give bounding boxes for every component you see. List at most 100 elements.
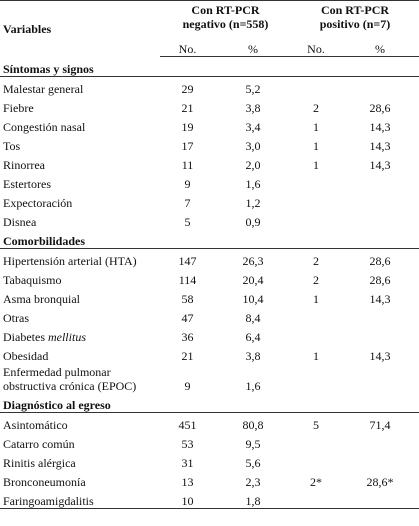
- cell: 7: [184, 195, 191, 210]
- cell: 2,0: [245, 157, 261, 172]
- cell: 14,3: [369, 119, 391, 134]
- data-row: Faringoamigdalitis 10 1,8: [0, 488, 419, 509]
- cell: 1,8: [215, 488, 292, 509]
- label-text: Otras: [3, 310, 29, 325]
- cell: 451: [178, 417, 197, 432]
- cell: 3,0: [245, 138, 261, 153]
- row-label: Tos: [0, 134, 160, 153]
- row-label: Asma bronquial: [0, 287, 160, 306]
- results-table: Variables Con RT-PCR negativo (n=558) Co…: [0, 0, 419, 509]
- cell: 3,8: [245, 100, 261, 115]
- section-row: Comorbilidades: [0, 228, 419, 249]
- cell: 1: [313, 348, 320, 363]
- row-label: Diabetes mellitus: [0, 325, 160, 344]
- row-label: Obesidad: [0, 344, 160, 363]
- header-variables: Variables: [0, 0, 160, 56]
- row-label: Bronconeumonía: [0, 470, 160, 489]
- cell: [291, 432, 341, 451]
- cell: [291, 210, 341, 229]
- cell: 58: [181, 291, 194, 306]
- cell: 9: [184, 176, 191, 191]
- data-row: Bronconeumonía 13 2,3 2* 28,6*: [0, 470, 419, 489]
- cell: 20,4: [242, 272, 264, 287]
- cell: [291, 191, 341, 210]
- cell: 147: [178, 253, 197, 268]
- row-label: Otras: [0, 306, 160, 325]
- label-text: Malestar general: [3, 81, 84, 96]
- cell: 28,6: [369, 100, 391, 115]
- section-title: Comorbilidades: [0, 228, 419, 249]
- label-text: Tos: [3, 138, 21, 153]
- section-row: Diagnóstico al egreso: [0, 392, 419, 413]
- cell: [291, 325, 341, 344]
- label-text: Tabaquismo: [3, 272, 62, 287]
- label-text: Enfermedad pulmonar obstructiva crónica …: [3, 364, 137, 393]
- data-row: Obesidad 21 3,8 1 14,3: [0, 344, 419, 363]
- cell: 14,3: [369, 157, 391, 172]
- col-header: %: [215, 36, 292, 57]
- data-row: Rinitis alérgica 31 5,6: [0, 451, 419, 470]
- label-text: Estertores: [3, 176, 51, 191]
- cell: [341, 76, 419, 96]
- data-row: Catarro común 53 9,5: [0, 432, 419, 451]
- cell: [341, 191, 419, 210]
- data-row: Fiebre 21 3,8 2 28,6: [0, 96, 419, 115]
- header-group: Con RT-PCR negativo (n=558): [160, 0, 292, 37]
- data-row: Estertores 9 1,6: [0, 172, 419, 191]
- cell: 2: [313, 100, 320, 115]
- row-label: Disnea: [0, 210, 160, 229]
- data-row: Asintomático 451 80,8 5 71,4: [0, 412, 419, 432]
- data-row: Hipertensión arterial (HTA) 147 26,3 2 28,6: [0, 248, 419, 268]
- label-text: Congestión nasal: [3, 119, 86, 134]
- col-header: No.: [291, 36, 342, 57]
- cell: 6,4: [245, 329, 261, 344]
- cell: 9,5: [245, 436, 261, 451]
- cell: 19: [181, 119, 194, 134]
- row-label: Malestar general: [0, 76, 160, 96]
- cell: [291, 488, 342, 509]
- cell: 3,8: [245, 348, 261, 363]
- cell: 1: [313, 138, 320, 153]
- cell: 13: [181, 474, 194, 489]
- cell: 28,6: [369, 272, 391, 287]
- cell: 28,6*: [366, 474, 394, 489]
- cell: 14,3: [369, 291, 391, 306]
- cell: 10: [160, 488, 215, 509]
- section-title: Diagnóstico al egreso: [0, 392, 419, 413]
- cell: 14,3: [369, 348, 391, 363]
- data-row: Diabetes mellitus 36 6,4: [0, 325, 419, 344]
- cell: 1: [313, 291, 320, 306]
- cell: [341, 432, 419, 451]
- row-label: Rinorrea: [0, 153, 160, 172]
- cell: 28,6: [369, 253, 391, 268]
- data-row: Tos 17 3,0 1 14,3: [0, 134, 419, 153]
- row-label: Estertores: [0, 172, 160, 191]
- cell: 14,3: [369, 138, 391, 153]
- section-row: Síntomas y signos: [0, 56, 419, 77]
- cell: [341, 210, 419, 229]
- cell: 47: [181, 310, 194, 325]
- cell: 9: [184, 378, 191, 393]
- cell: [291, 451, 341, 470]
- cell: 21: [181, 100, 194, 115]
- cell: [341, 363, 419, 393]
- cell: 5,6: [245, 455, 261, 470]
- cell: [291, 363, 341, 393]
- cell: 1,2: [245, 195, 261, 210]
- row-label: Rinitis alérgica: [0, 451, 160, 470]
- label-text: Obesidad: [3, 348, 49, 363]
- cell: [341, 172, 419, 191]
- col-header: %: [341, 36, 419, 57]
- cell: 36: [181, 329, 194, 344]
- row-label: Fiebre: [0, 96, 160, 115]
- cell: 71,4: [369, 417, 391, 432]
- data-row: Tabaquismo 114 20,4 2 28,6: [0, 268, 419, 287]
- cell: 5,2: [245, 81, 261, 96]
- label-text: Hipertensión arterial (HTA): [3, 253, 137, 268]
- label-text: Catarro común: [3, 436, 75, 451]
- data-row: Asma bronquial 58 10,4 1 14,3: [0, 287, 419, 306]
- label-text: Faringoamigdalitis: [3, 493, 94, 508]
- col-header: No.: [160, 36, 215, 57]
- cell: 1: [313, 157, 320, 172]
